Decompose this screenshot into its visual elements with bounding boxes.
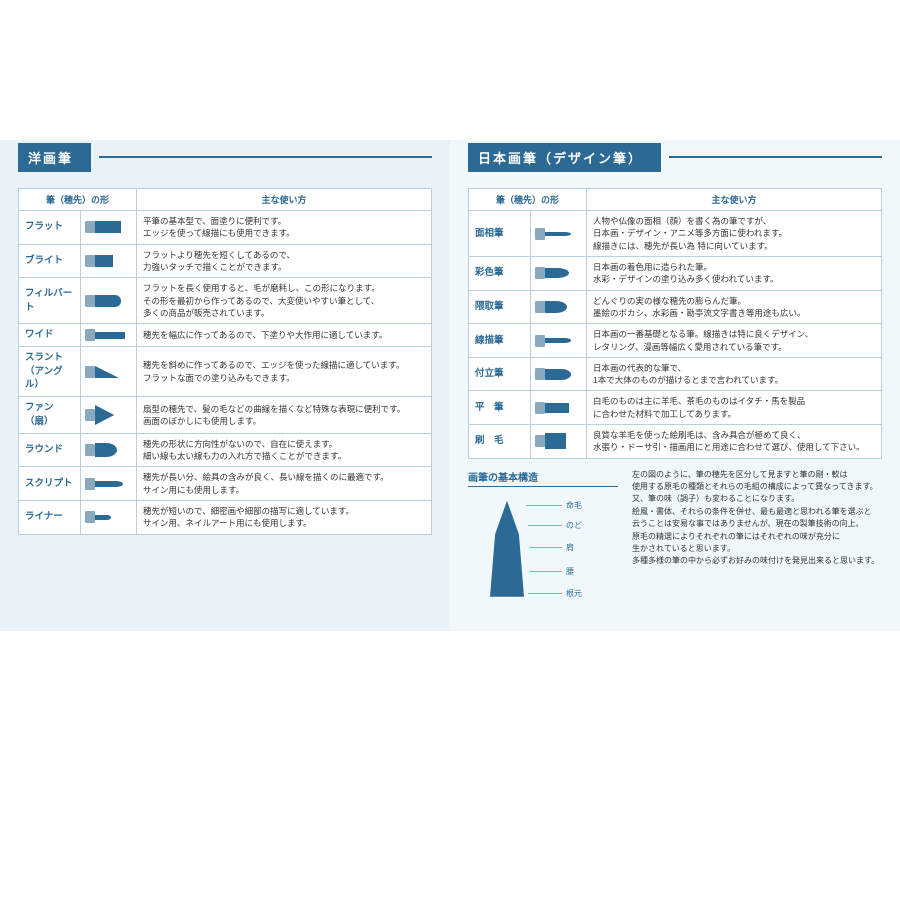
brush-name: ブライト [19,244,81,278]
brush-shape-icon [531,357,587,391]
leader-line [528,525,562,526]
two-column-layout: 洋画筆 筆（穂先）の形 主な使い方 フラット 平筆の基本型で、面塗りに便利です。 … [0,140,900,631]
brush-usage: 日本画の着色用に造られた筆。 水彩・デザインの塗り込み多く使われています。 [587,256,882,290]
table-row: ファン（扇） 扇型の穂先で、髪の毛などの曲線を描くなど特殊な表現に便利です。 画面… [19,397,432,434]
brush-name: 面相筆 [469,211,531,257]
brush-usage: 良質な羊毛を使った絵刷毛は、含み具合が極めて良く、 水張り・ドーサ引・描画用にと… [587,425,882,459]
brush-shape-icon [531,391,587,425]
brush-usage: 日本画の代表的な筆で、 1本で大体のものが描けるとまで言われています。 [587,357,882,391]
japanese-brush-column: 日本画筆（デザイン筆） 筆（穂先）の形 主な使い方 面相筆 人物や仏像の面相（顔）… [450,140,900,631]
brush-usage: 白毛のものは主に羊毛、茶毛のものはイタチ・馬を製品 に合わせた材料で加工してあり… [587,391,882,425]
brush-shape-icon [81,324,137,347]
brush-name: ラウンド [19,433,81,467]
table-row: ラウンド 穂先の形状に方向性がないので、自在に使えます。 細い線も太い線も力の入れ… [19,433,432,467]
brush-structure-diagram: 画筆の基本構造 命毛 のど 肩 腰 根元 [468,469,618,613]
table-row: ブライト フラットより穂先を短くしてあるので、 力強いタッチで描くことができます。 [19,244,432,278]
table-row: フラット 平筆の基本型で、面塗りに便利です。 エッジを使って線描にも使用できます。 [19,211,432,245]
table-row: ワイド 穂先を幅広に作ってあるので、下塗りや大作用に適しています。 [19,324,432,347]
brush-usage: 穂先を幅広に作ってあるので、下塗りや大作用に適しています。 [137,324,432,347]
heading-row: 日本画筆（デザイン筆） [468,140,882,174]
brush-usage: 人物や仏像の面相（顔）を書く為の筆ですが、 日本画・デザイン・アニメ等多方面に使… [587,211,882,257]
brush-shape-icon [531,211,587,257]
japanese-brush-table: 筆（穂先）の形 主な使い方 面相筆 人物や仏像の面相（顔）を書く為の筆ですが、 日… [468,188,882,459]
brush-structure-block: 画筆の基本構造 命毛 のど 肩 腰 根元 左の [468,469,882,613]
structure-label: 腰 [566,566,574,577]
brush-shape-icon [531,290,587,324]
brush-name: スクリプト [19,467,81,501]
col-usage-header: 主な使い方 [587,189,882,211]
brush-name: ワイド [19,324,81,347]
brush-name: 隈取筆 [469,290,531,324]
leader-line [528,593,562,594]
structure-label: 根元 [566,588,582,599]
table-row: ライナー 穂先が短いので、細密画や細部の描写に適しています。 サイン用、ネイルアー… [19,501,432,535]
brush-usage: どんぐりの実の様な穂先の膨らんだ筆。 墨絵のボカシ、水彩画・勘亭流文字書き等用途… [587,290,882,324]
table-row: 平 筆 白毛のものは主に羊毛、茶毛のものはイタチ・馬を製品 に合わせた材料で加工し… [469,391,882,425]
col-shape-header: 筆（穂先）の形 [469,189,587,211]
brush-usage: 平筆の基本型で、面塗りに便利です。 エッジを使って線描にも使用できます。 [137,211,432,245]
brush-name: スラント （アングル） [19,346,81,396]
structure-caption: 左の図のように、筆の穂先を区分して見ますと筆の剛・軟は 使用する原毛の種類とそれ… [632,469,882,613]
brush-shape-icon [81,433,137,467]
brush-usage: フラットより穂先を短くしてあるので、 力強いタッチで描くことができます。 [137,244,432,278]
brush-name: 刷 毛 [469,425,531,459]
table-row: フィルバート フラットを長く使用すると、毛が磨耗し、この形になります。 その形を最… [19,278,432,324]
brush-usage: 穂先の形状に方向性がないので、自在に使えます。 細い線も太い線も力の入れ方で描く… [137,433,432,467]
table-row: スクリプト 穂先が長い分、絵具の含みが良く、長い線を描くのに最適です。 サイン用に… [19,467,432,501]
western-brush-table: 筆（穂先）の形 主な使い方 フラット 平筆の基本型で、面塗りに便利です。 エッジを… [18,188,432,535]
brush-name: フラット [19,211,81,245]
brush-shape-icon [81,244,137,278]
brush-usage: フラットを長く使用すると、毛が磨耗し、この形になります。 その形を最初から作って… [137,278,432,324]
leader-line [530,547,562,548]
brush-usage: 日本画の一番基礎となる筆。線描きは特に良くデザイン、 レタリング、漫画等幅広く愛… [587,324,882,358]
brush-usage: 穂先が長い分、絵具の含みが良く、長い線を描くのに最適です。 サイン用にも使用しま… [137,467,432,501]
brush-name: ライナー [19,501,81,535]
table-row: スラント （アングル） 穂先を斜めに作ってあるので、エッジを使った線描に適していま… [19,346,432,396]
heading-rule [99,156,432,158]
western-brush-heading: 洋画筆 [18,143,91,172]
table-row: 線描筆 日本画の一番基礎となる筆。線描きは特に良くデザイン、 レタリング、漫画等幅… [469,324,882,358]
heading-rule [669,156,882,158]
brush-name: 付立筆 [469,357,531,391]
brush-usage: 穂先が短いので、細密画や細部の描写に適しています。 サイン用、ネイルアート用にも… [137,501,432,535]
leader-line [526,505,562,506]
col-usage-header: 主な使い方 [137,189,432,211]
brush-name: フィルバート [19,278,81,324]
brush-usage: 扇型の穂先で、髪の毛などの曲線を描くなど特殊な表現に便利です。 画面のぼかしにも… [137,397,432,434]
structure-label: 肩 [566,542,574,553]
structure-label: 命毛 [566,500,582,511]
brush-name: 線描筆 [469,324,531,358]
western-brush-column: 洋画筆 筆（穂先）の形 主な使い方 フラット 平筆の基本型で、面塗りに便利です。 … [0,140,450,631]
structure-label: のど [566,520,582,531]
heading-row: 洋画筆 [18,140,432,174]
structure-title: 画筆の基本構造 [468,469,618,487]
table-row: 付立筆 日本画の代表的な筆で、 1本で大体のものが描けるとまで言われています。 [469,357,882,391]
brush-shape-icon [81,467,137,501]
brush-shape-icon [531,324,587,358]
brush-shape-icon [81,501,137,535]
brush-name: 彩色筆 [469,256,531,290]
brush-shape-icon [81,397,137,434]
table-row: 面相筆 人物や仏像の面相（顔）を書く為の筆ですが、 日本画・デザイン・アニメ等多方… [469,211,882,257]
table-row: 彩色筆 日本画の着色用に造られた筆。 水彩・デザインの塗り込み多く使われています。 [469,256,882,290]
japanese-brush-heading: 日本画筆（デザイン筆） [468,143,661,172]
info-panel: 洋画筆 筆（穂先）の形 主な使い方 フラット 平筆の基本型で、面塗りに便利です。 … [0,140,900,680]
table-row: 隈取筆 どんぐりの実の様な穂先の膨らんだ筆。 墨絵のボカシ、水彩画・勘亭流文字書き… [469,290,882,324]
brush-name: ファン（扇） [19,397,81,434]
brush-shape-icon [531,425,587,459]
col-shape-header: 筆（穂先）の形 [19,189,137,211]
table-row: 刷 毛 良質な羊毛を使った絵刷毛は、含み具合が極めて良く、 水張り・ドーサ引・描画… [469,425,882,459]
brush-name: 平 筆 [469,391,531,425]
brush-shape-icon [531,256,587,290]
brush-tip-large-icon [490,501,524,597]
brush-shape-icon [81,211,137,245]
brush-shape-icon [81,346,137,396]
brush-shape-icon [81,278,137,324]
brush-usage: 穂先を斜めに作ってあるので、エッジを使った線描に適しています。 フラットな面での… [137,346,432,396]
leader-line [530,571,562,572]
